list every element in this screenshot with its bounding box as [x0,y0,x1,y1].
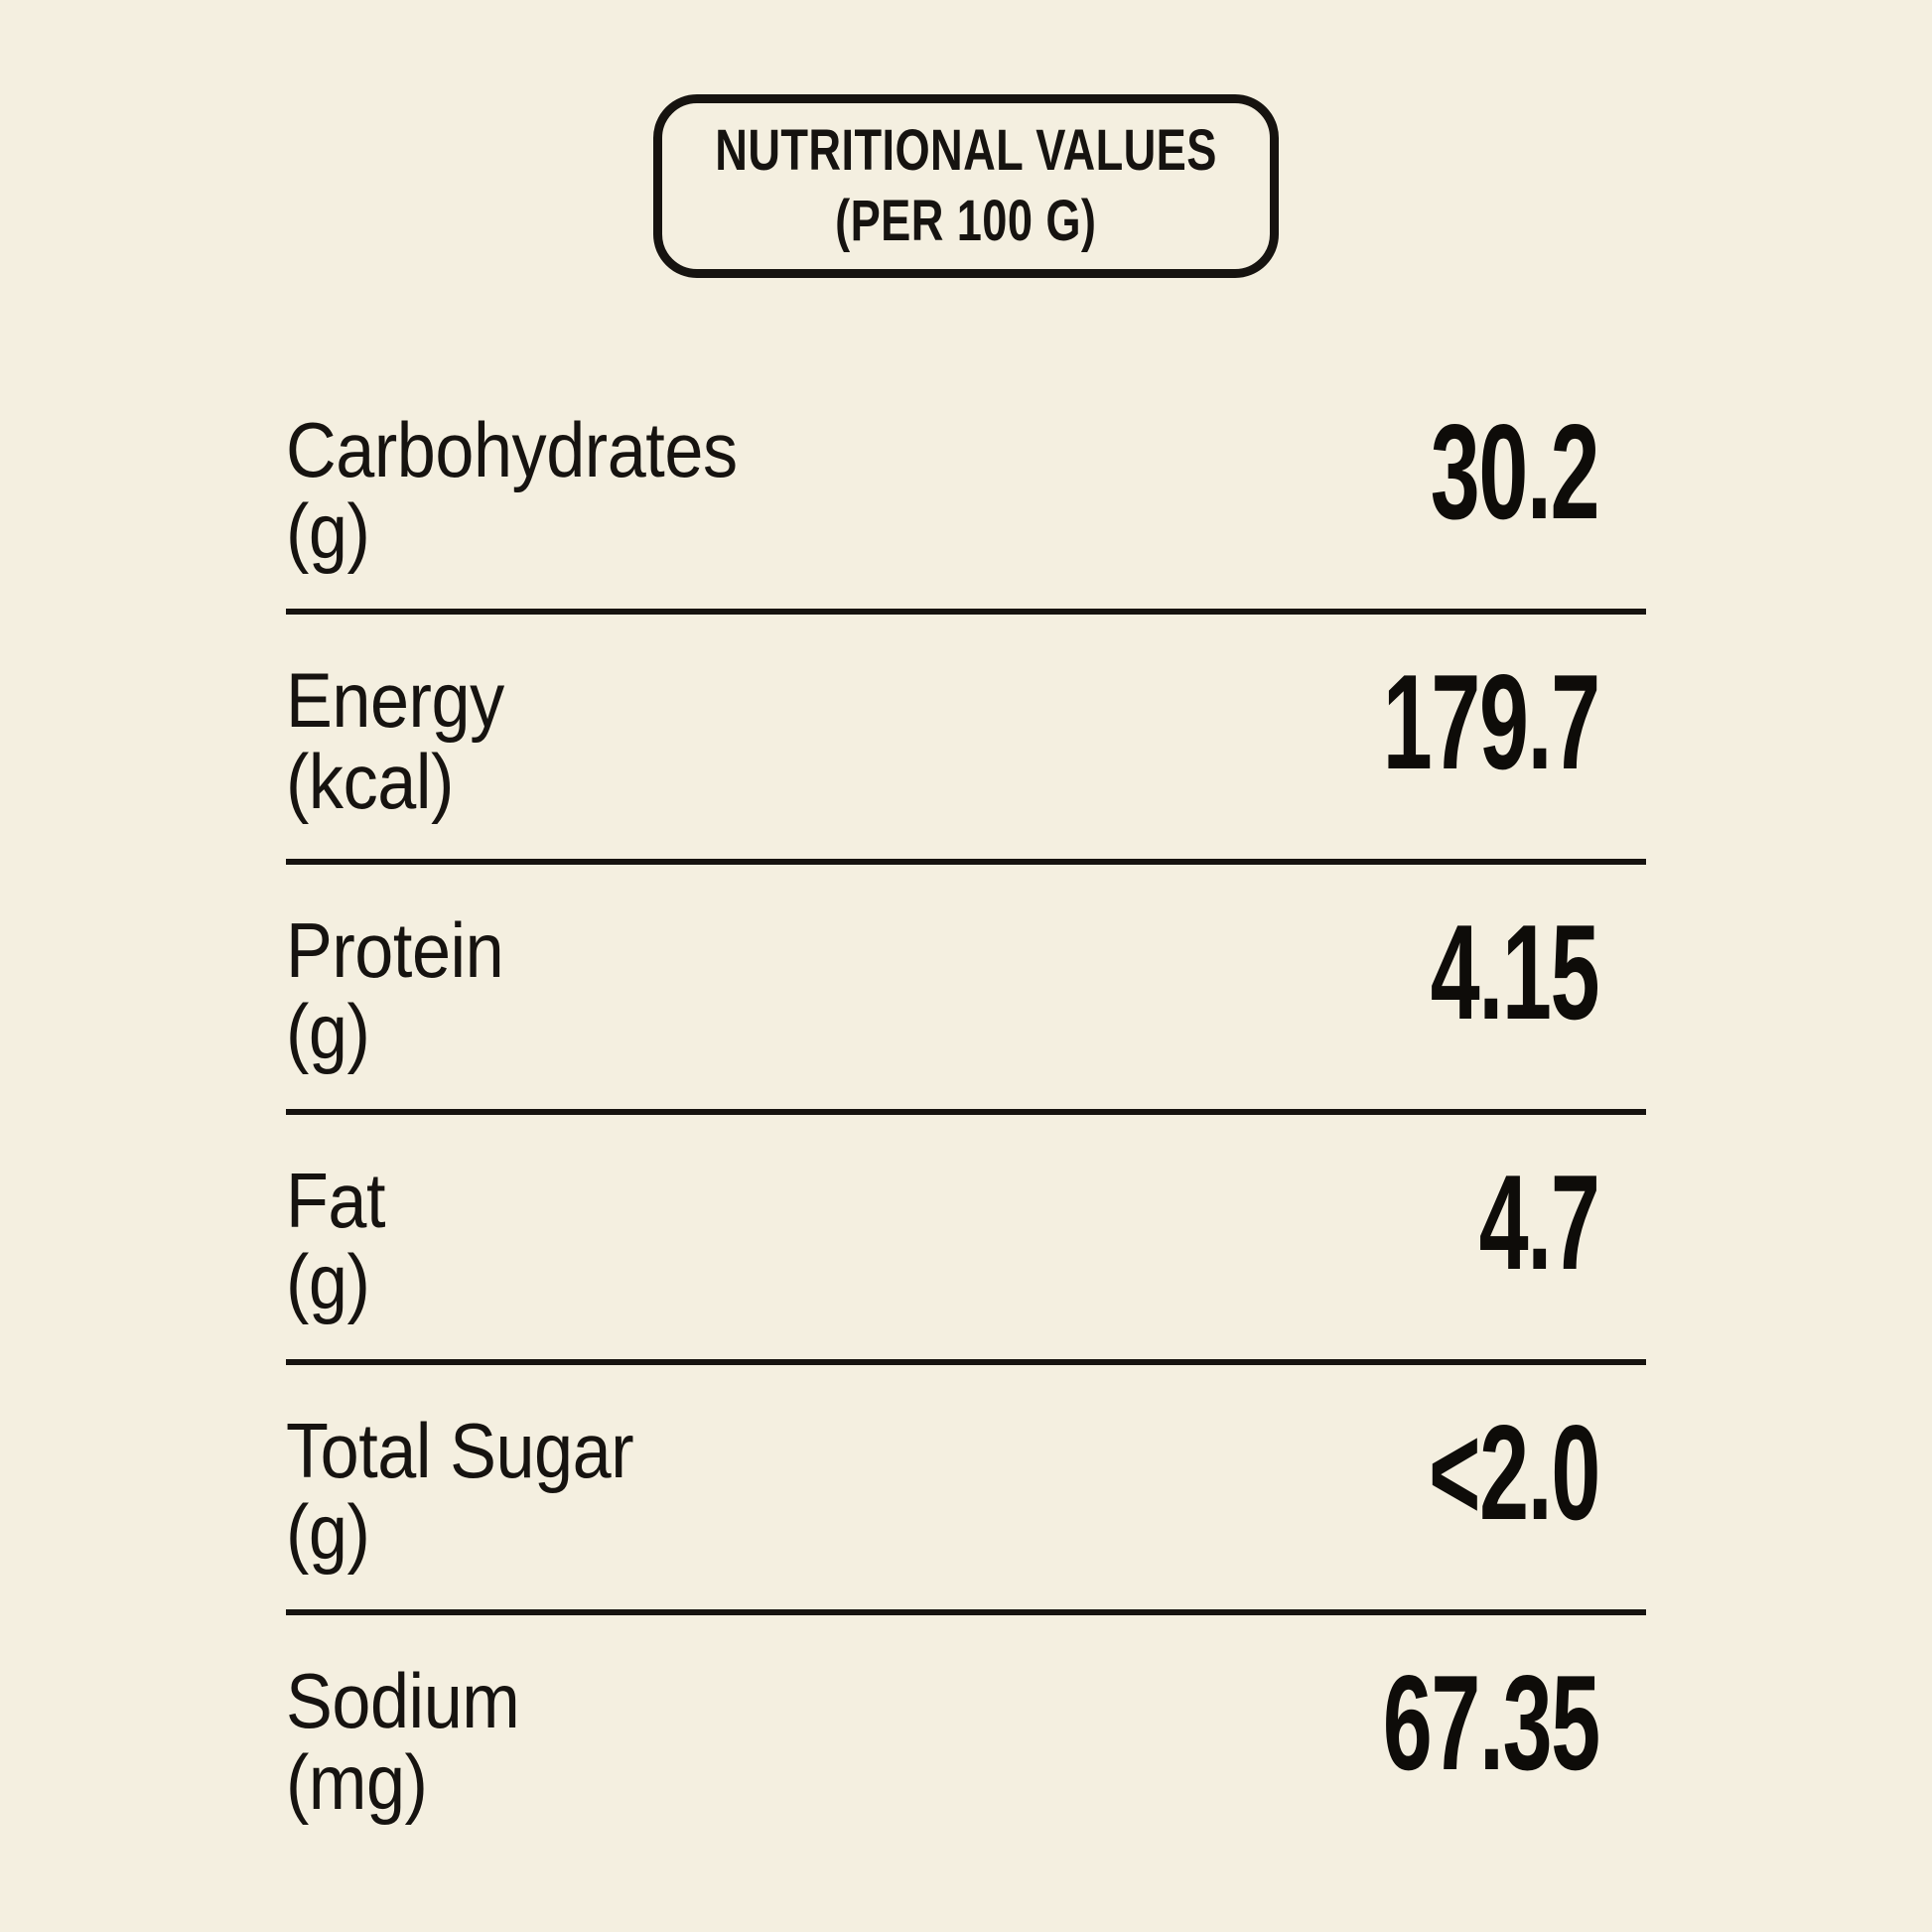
table-row: Total Sugar (g) <2.0 [286,1365,1646,1615]
nutrient-name: Energy [286,656,504,744]
nutrient-value: 179.7 [1382,646,1599,797]
nutrient-name: Sodium [286,1657,520,1744]
nutrient-name: Fat [286,1157,386,1244]
nutrient-unit: (g) [286,1237,370,1325]
nutrient-label: Total Sugar (g) [286,1407,634,1576]
nutrient-unit: (g) [286,1487,370,1576]
nutrient-label: Protein (g) [286,906,504,1075]
nutrient-name: Carbohydrates [286,406,738,493]
table-row: Carbohydrates (g) 30.2 [286,364,1646,615]
nutrient-value: <2.0 [1428,1397,1600,1548]
nutrient-value: 4.7 [1478,1147,1600,1298]
nutrient-unit: (g) [286,486,370,575]
header-badge: NUTRITIONAL VALUES (PER 100 G) [653,94,1279,278]
nutrient-label: Energy (kcal) [286,656,504,825]
page-title-line-2: (PER 100 G) [835,188,1097,253]
nutrient-value: 4.15 [1431,897,1600,1047]
nutrient-name: Total Sugar [286,1407,634,1494]
table-row: Energy (kcal) 179.7 [286,615,1646,865]
nutrient-label: Carbohydrates (g) [286,406,738,575]
nutrient-unit: (g) [286,987,370,1075]
nutrient-unit: (mg) [286,1737,428,1826]
nutrient-value: 67.35 [1382,1647,1599,1798]
table-row: Fat (g) 4.7 [286,1115,1646,1365]
nutrient-value: 30.2 [1431,396,1600,547]
nutrient-label: Fat (g) [286,1157,386,1325]
page-title-line-1: NUTRITIONAL VALUES [715,117,1217,183]
table-row: Protein (g) 4.15 [286,865,1646,1115]
nutrition-table: Carbohydrates (g) 30.2 Energy (kcal) 179… [286,364,1646,1865]
nutrient-name: Protein [286,906,504,994]
nutrient-label: Sodium (mg) [286,1657,520,1826]
nutrient-unit: (kcal) [286,737,454,825]
table-row: Sodium (mg) 67.35 [286,1615,1646,1865]
